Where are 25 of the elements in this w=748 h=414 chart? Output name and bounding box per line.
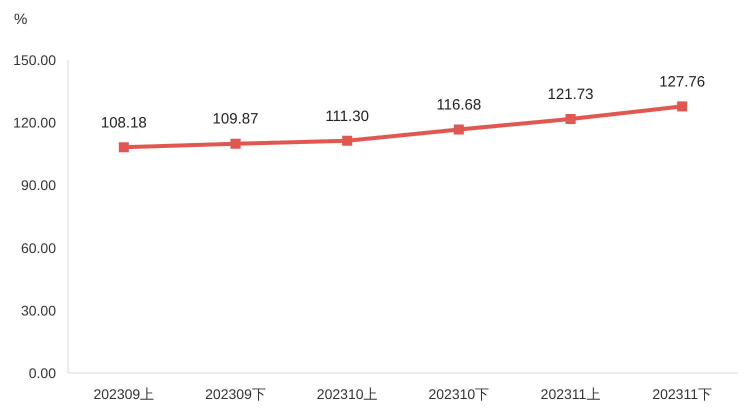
point (454, 124, 464, 135)
x-tick-label: 202309下 (205, 386, 266, 402)
data-label: 116.68 (436, 96, 482, 114)
x-tick-label: 202310上 (316, 386, 378, 402)
y-axis-title: % (14, 11, 28, 28)
y-tick-label: 150.00 (13, 52, 56, 68)
point (342, 136, 352, 146)
point (566, 114, 576, 124)
x-tick-label: 202311下 (652, 386, 712, 402)
data-label: 111.30 (325, 108, 369, 125)
y-tick-label: 0.00 (28, 365, 56, 381)
x-tick-label: 202310下 (428, 386, 490, 402)
y-tick-label: 60.00 (20, 240, 56, 256)
data-label: 109.87 (212, 110, 258, 128)
y-tick-label: 120.00 (13, 114, 56, 131)
data-label: 121.73 (548, 86, 594, 103)
point (118, 142, 129, 152)
point (677, 101, 688, 112)
y-tick-label: 30.00 (20, 302, 56, 318)
x-tick-label: 202311上 (540, 386, 600, 402)
x-tick-label: 202309上 (93, 386, 154, 402)
data-label: 108.18 (100, 114, 147, 132)
y-tick-label: 90.00 (20, 177, 56, 194)
data-label: 127.76 (659, 73, 706, 90)
point (230, 138, 240, 149)
